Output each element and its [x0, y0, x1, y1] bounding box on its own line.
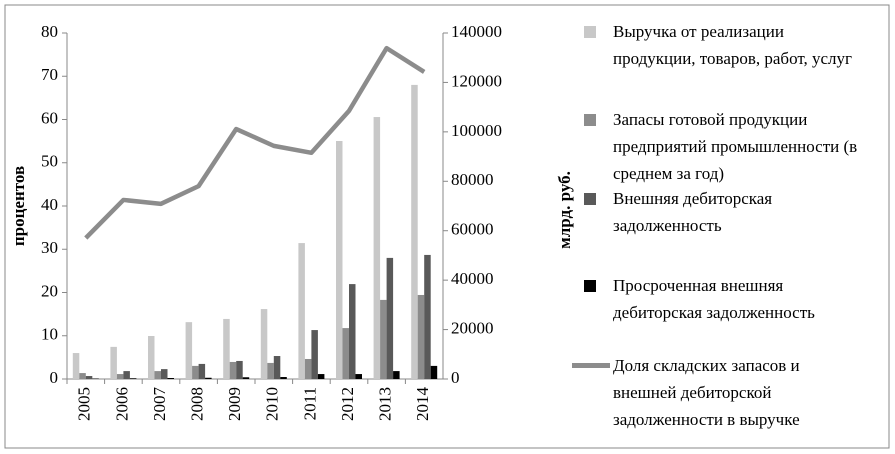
y2-tick-label: 120000: [451, 71, 502, 90]
frame: [4, 4, 890, 449]
y-tick-label: 10: [41, 325, 58, 344]
legend-swatch: [584, 280, 596, 292]
y-tick-label: 50: [41, 152, 58, 171]
x-tick-label: 2006: [112, 387, 131, 421]
bar: [85, 376, 93, 379]
legend-swatch: [584, 26, 596, 38]
bar: [129, 378, 137, 379]
x-tick-label: 2005: [75, 387, 94, 421]
bar: [185, 322, 193, 379]
bar: [298, 243, 305, 379]
x-tick-label: 2008: [188, 387, 207, 421]
legend-swatch: [572, 363, 610, 368]
bar: [311, 330, 318, 379]
bar: [273, 356, 281, 379]
legend-label: Просроченная внешняя дебиторская задолже…: [613, 276, 815, 322]
legend-label: Выручка от реализации продукции, товаров…: [613, 22, 853, 68]
y2-axis-label: млрд. руб.: [555, 171, 574, 249]
x-tick-label: 2011: [300, 387, 319, 420]
legend-label: Внешняя дебиторская задолженность: [613, 189, 773, 235]
x-tick-label: 2013: [376, 387, 395, 421]
bar: [260, 309, 268, 379]
y-tick-label: 30: [41, 238, 58, 257]
y-tick-label: 80: [41, 22, 58, 41]
bar: [280, 377, 287, 379]
bar: [411, 84, 418, 380]
bar: [116, 374, 124, 379]
y-axis-label: процентов: [9, 166, 28, 246]
bar: [198, 363, 206, 379]
bar: [380, 299, 387, 379]
bar: [229, 361, 237, 379]
bar: [223, 318, 230, 379]
bar: [192, 365, 199, 379]
bar: [317, 374, 325, 379]
y-tick-label: 20: [41, 281, 58, 300]
y2-tick-label: 60000: [451, 220, 494, 239]
legend-label: Доля складских запасов и внешней дебитор…: [613, 356, 800, 429]
y2-tick-label: 100000: [451, 121, 502, 140]
bar: [417, 294, 425, 379]
bar: [373, 117, 381, 380]
x-tick-label: 2007: [150, 387, 169, 422]
bar: [161, 369, 168, 379]
y2-tick-label: 20000: [451, 318, 494, 337]
bar: [386, 257, 394, 379]
bar: [79, 373, 86, 379]
bar: [355, 374, 362, 379]
x-tick-label: 2012: [338, 387, 357, 421]
y-tick-label: 70: [41, 65, 58, 84]
y2-tick-label: 140000: [451, 22, 502, 41]
bar: [148, 335, 155, 379]
bar: [336, 141, 343, 379]
y2-tick-label: 40000: [451, 269, 494, 288]
line: [84, 45, 426, 240]
bar: [110, 346, 117, 379]
y-tick-label: 40: [41, 195, 58, 214]
bar: [236, 360, 243, 379]
bar: [430, 365, 438, 379]
legend-swatch: [584, 193, 596, 205]
bar: [242, 377, 250, 379]
bar: [72, 353, 80, 379]
y2-tick-label: 0: [451, 368, 460, 387]
legend-swatch: [584, 114, 596, 126]
bar: [154, 371, 161, 379]
x-tick-label: 2010: [263, 387, 282, 421]
bar: [205, 377, 212, 379]
bar: [349, 284, 356, 379]
bar: [167, 378, 174, 379]
bar: [424, 254, 431, 379]
x-tick-label: 2009: [225, 387, 244, 421]
bar: [267, 362, 274, 379]
bar: [304, 358, 312, 379]
y2-tick-label: 80000: [451, 170, 494, 189]
bar: [393, 371, 400, 379]
y-tick-label: 60: [41, 108, 58, 127]
y-tick-label: 0: [50, 368, 59, 387]
legend-label: Запасы готовой продукции предприятий про…: [613, 110, 858, 183]
bar: [123, 371, 130, 379]
x-tick-label: 2014: [413, 387, 432, 422]
bar: [342, 328, 349, 379]
